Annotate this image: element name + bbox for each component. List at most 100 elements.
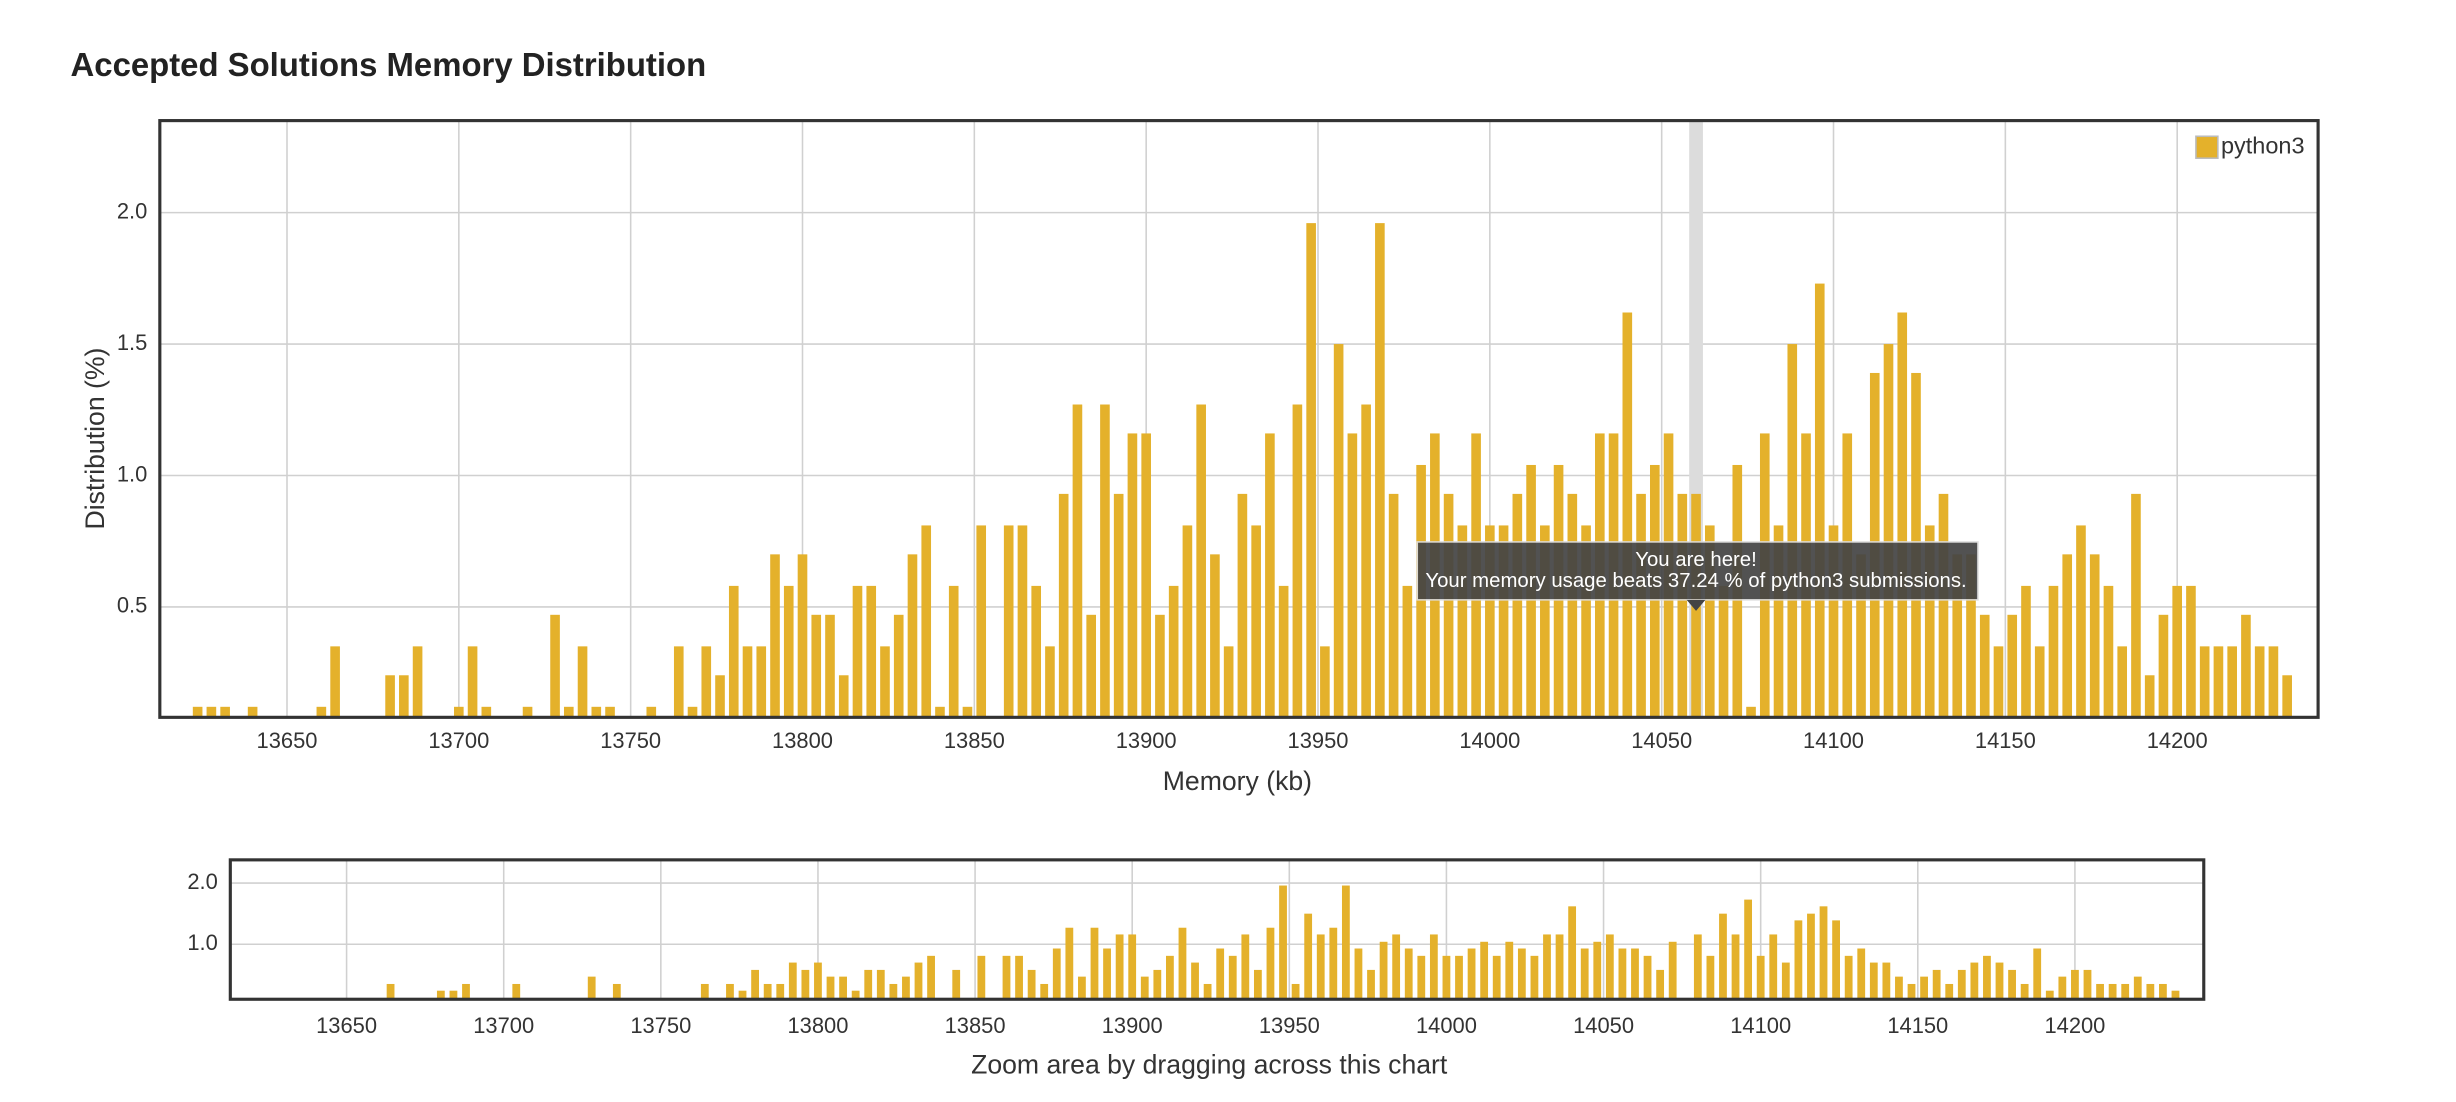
bar <box>1932 969 1941 1000</box>
bar <box>2254 646 2265 718</box>
bar <box>2172 585 2183 718</box>
bar <box>1706 955 1715 1000</box>
bar <box>550 614 560 718</box>
bar <box>921 525 932 718</box>
x-tick-label: 13800 <box>787 1013 848 1038</box>
bar <box>577 646 588 718</box>
bar <box>1995 962 2004 1000</box>
bar <box>1065 927 1074 1000</box>
bar <box>1265 433 1275 718</box>
x-tick-label: 13850 <box>944 728 1005 753</box>
bar <box>1127 433 1138 718</box>
x-tick-label: 13900 <box>1102 1013 1163 1038</box>
legend-label[interactable]: python3 <box>2221 132 2305 158</box>
y-tick-label: 2.0 <box>187 869 217 894</box>
bar <box>2033 948 2042 1000</box>
x-tick-label: 13950 <box>1259 1013 1320 1038</box>
bar <box>206 706 217 718</box>
bar <box>1455 955 1463 1000</box>
bar <box>1492 955 1501 1000</box>
bar <box>2083 969 2092 1000</box>
bar <box>814 962 822 1000</box>
bar <box>385 675 395 718</box>
bar <box>2076 525 2086 718</box>
bar <box>2227 646 2237 718</box>
bar <box>763 983 772 1000</box>
bar <box>1719 913 1727 1000</box>
bar <box>728 585 739 718</box>
x-tick-label: 13750 <box>600 728 661 753</box>
plot-border[interactable] <box>228 858 2206 1001</box>
bar <box>1794 920 1803 1000</box>
bar <box>1040 983 1049 1000</box>
tooltip-box <box>1416 541 1979 601</box>
bar <box>962 706 973 718</box>
bar <box>880 646 890 718</box>
bar <box>2021 585 2031 718</box>
bar <box>1857 948 1866 1000</box>
bar <box>839 976 847 1000</box>
bar <box>776 983 785 1000</box>
bar <box>756 646 767 718</box>
bar <box>851 990 860 1000</box>
bar <box>2282 675 2292 718</box>
x-axis-label: Memory (kb) <box>1163 766 1312 796</box>
bar <box>742 646 753 718</box>
bar <box>2241 614 2251 718</box>
bar <box>1155 614 1165 718</box>
bar <box>2199 646 2210 718</box>
bar <box>1530 955 1539 1000</box>
bar <box>1266 927 1275 1000</box>
bar <box>2045 990 2054 1000</box>
bar <box>1814 283 1825 718</box>
bar <box>192 706 203 718</box>
bar <box>1178 927 1187 1000</box>
bar <box>864 969 873 1000</box>
bar <box>2096 983 2104 1000</box>
bar <box>927 955 935 1000</box>
bar <box>454 706 464 718</box>
bar <box>512 983 521 1000</box>
bar <box>1631 948 1639 1000</box>
bar <box>1072 404 1083 718</box>
bar <box>2058 976 2067 1000</box>
bar <box>1191 962 1199 1000</box>
bar <box>1945 983 1954 1000</box>
bar <box>399 675 409 718</box>
legend-swatch[interactable] <box>2195 135 2219 159</box>
bar <box>797 554 808 718</box>
bar <box>1443 493 1454 718</box>
bar <box>2159 983 2167 1000</box>
bar <box>738 990 747 1000</box>
bar <box>2213 646 2224 718</box>
bar <box>522 706 533 718</box>
bar <box>646 706 657 718</box>
bar <box>1756 955 1765 1000</box>
bar <box>2117 646 2128 718</box>
bar <box>1704 525 1715 718</box>
bar <box>1153 969 1162 1000</box>
bar <box>1100 404 1110 718</box>
bar <box>1938 493 1949 718</box>
bar <box>467 646 478 718</box>
bar <box>1228 955 1237 1000</box>
bar <box>826 976 835 1000</box>
x-tick-label: 13650 <box>257 728 318 753</box>
bar <box>2268 646 2279 718</box>
bar <box>1580 948 1589 1000</box>
bar <box>1498 525 1509 718</box>
bar <box>1241 934 1250 1000</box>
bar <box>1819 906 1828 1000</box>
bar <box>1970 962 1979 1000</box>
bar <box>1883 344 1894 718</box>
bar <box>2186 585 2196 718</box>
bar <box>1744 899 1753 1000</box>
y-tick-label: 0.5 <box>117 593 147 618</box>
bar <box>977 955 986 1000</box>
bar <box>788 962 797 1000</box>
bar <box>2071 969 2079 1000</box>
bar <box>889 983 898 1000</box>
bar <box>1090 927 1099 1000</box>
bar <box>1643 955 1652 1000</box>
bar <box>2131 493 2141 718</box>
